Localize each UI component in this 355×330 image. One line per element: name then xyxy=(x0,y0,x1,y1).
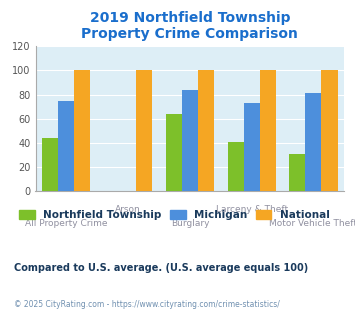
Bar xyxy=(305,93,322,191)
Text: Arson: Arson xyxy=(115,205,141,214)
Bar xyxy=(58,101,75,191)
Bar xyxy=(289,154,305,191)
Bar xyxy=(244,103,260,191)
Title: 2019 Northfield Township
Property Crime Comparison: 2019 Northfield Township Property Crime … xyxy=(82,11,298,41)
Bar xyxy=(228,142,244,191)
Bar xyxy=(166,114,182,191)
Text: Larceny & Theft: Larceny & Theft xyxy=(215,205,288,214)
Text: All Property Crime: All Property Crime xyxy=(25,219,108,228)
Text: Motor Vehicle Theft: Motor Vehicle Theft xyxy=(269,219,355,228)
Bar xyxy=(322,70,338,191)
Legend: Northfield Township, Michigan, National: Northfield Township, Michigan, National xyxy=(20,210,329,220)
Bar xyxy=(182,90,198,191)
Text: Burglary: Burglary xyxy=(171,219,209,228)
Bar xyxy=(136,70,152,191)
Bar xyxy=(75,70,91,191)
Text: © 2025 CityRating.com - https://www.cityrating.com/crime-statistics/: © 2025 CityRating.com - https://www.city… xyxy=(14,300,280,309)
Bar xyxy=(198,70,214,191)
Bar xyxy=(42,138,58,191)
Bar xyxy=(260,70,276,191)
Text: Compared to U.S. average. (U.S. average equals 100): Compared to U.S. average. (U.S. average … xyxy=(14,263,308,273)
